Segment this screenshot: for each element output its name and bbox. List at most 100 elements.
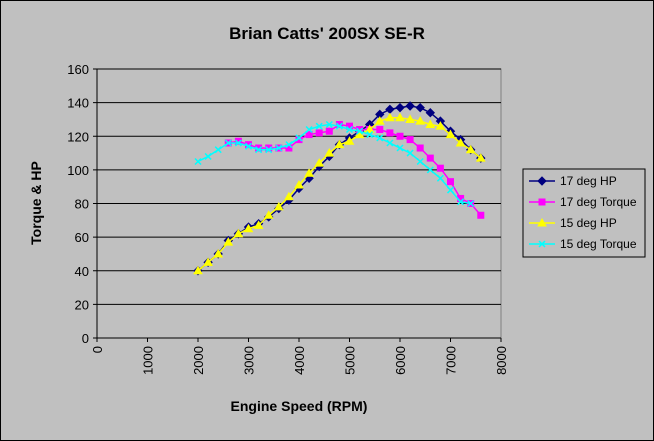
series-3 <box>193 112 486 275</box>
y-tick-label: 0 <box>82 331 89 346</box>
legend-label: 17 deg HP <box>560 174 617 188</box>
data-point <box>455 137 466 147</box>
legend-item: 17 deg Torque <box>529 195 637 209</box>
data-point <box>416 144 424 152</box>
series-line <box>197 123 471 205</box>
data-point <box>386 139 394 147</box>
data-point <box>325 120 333 129</box>
data-point <box>406 149 414 157</box>
data-point <box>426 166 434 174</box>
data-point <box>415 116 426 125</box>
x-tick-label: 5000 <box>343 346 358 375</box>
y-tick-label: 160 <box>67 62 89 77</box>
y-tick-label: 20 <box>75 297 89 312</box>
data-point <box>334 139 345 149</box>
data-point <box>244 142 253 150</box>
legend-marker <box>538 198 546 206</box>
y-axis-title: Torque & HP <box>28 161 44 245</box>
data-point <box>405 114 415 123</box>
x-tick-label: 7000 <box>444 346 459 375</box>
y-axis-ticks: 0 20 40 60 80 100 120 140 160 <box>67 62 97 346</box>
data-point <box>285 141 293 149</box>
data-point <box>204 152 212 160</box>
data-point <box>376 126 384 134</box>
x-tick-label: 4000 <box>292 346 307 375</box>
y-tick-label: 140 <box>67 96 89 111</box>
x-tick-label: 1000 <box>141 346 156 375</box>
data-point <box>203 257 213 266</box>
plot-area <box>96 68 502 339</box>
y-tick-label: 80 <box>75 197 89 212</box>
data-point <box>314 158 325 167</box>
legend-marker <box>537 176 547 186</box>
data-point <box>214 146 222 154</box>
x-tick-label: 2000 <box>191 346 206 375</box>
data-point <box>255 146 263 154</box>
data-point <box>193 265 203 275</box>
data-point <box>315 122 323 130</box>
data-point <box>335 122 343 130</box>
data-point <box>385 112 395 122</box>
data-point <box>435 121 446 130</box>
data-point <box>265 146 273 154</box>
data-point <box>406 136 414 144</box>
legend-marker <box>537 217 547 227</box>
y-tick-label: 40 <box>75 264 89 279</box>
data-point <box>356 127 364 135</box>
data-point <box>233 228 244 238</box>
data-point <box>477 211 485 219</box>
data-point <box>253 220 264 229</box>
x-tick-label: 0 <box>90 346 105 353</box>
data-point <box>325 127 333 135</box>
data-point <box>425 108 436 118</box>
data-point <box>374 116 385 125</box>
legend-item: 15 deg Torque <box>529 237 637 251</box>
legend-item: 17 deg HP <box>529 174 617 188</box>
data-point <box>224 139 232 147</box>
data-point <box>194 157 202 165</box>
x-tick-label: 3000 <box>242 346 257 375</box>
x-axis-title: Engine Speed (RPM) <box>231 398 368 414</box>
x-axis-ticks: 0 1000 2000 3000 4000 5000 6000 7000 8000 <box>90 338 509 375</box>
data-point <box>386 129 394 137</box>
legend-label: 17 deg Torque <box>560 195 637 209</box>
data-point <box>305 131 313 139</box>
data-point <box>265 144 273 152</box>
series-layer <box>193 101 486 276</box>
data-point <box>335 120 343 128</box>
data-point <box>396 132 404 140</box>
data-point <box>234 139 242 147</box>
data-point <box>366 131 374 139</box>
data-point <box>213 248 224 258</box>
data-point <box>447 178 454 186</box>
data-point <box>465 144 476 154</box>
data-point <box>467 199 475 208</box>
data-point <box>294 179 304 189</box>
data-point <box>415 102 425 113</box>
data-point <box>396 144 404 152</box>
data-point <box>295 134 303 142</box>
y-tick-label: 60 <box>75 230 89 245</box>
x-tick-label: 6000 <box>393 346 408 375</box>
data-point <box>445 129 456 139</box>
legend-label: 15 deg HP <box>560 216 617 230</box>
data-point <box>223 237 234 246</box>
data-point <box>425 119 436 128</box>
data-point <box>457 198 465 206</box>
data-point <box>234 137 242 145</box>
data-point <box>376 134 384 142</box>
y-tick-label: 100 <box>67 163 89 178</box>
data-point <box>304 168 314 177</box>
data-point <box>475 153 486 162</box>
series-4 <box>194 120 475 208</box>
data-point <box>395 112 405 122</box>
data-point <box>436 164 444 172</box>
data-point <box>275 144 283 152</box>
data-point <box>446 186 455 194</box>
legend-item: 15 deg HP <box>529 216 617 230</box>
data-point <box>426 154 434 162</box>
data-point <box>364 124 375 134</box>
legend-label: 15 deg Torque <box>560 237 637 251</box>
data-point <box>315 129 323 137</box>
